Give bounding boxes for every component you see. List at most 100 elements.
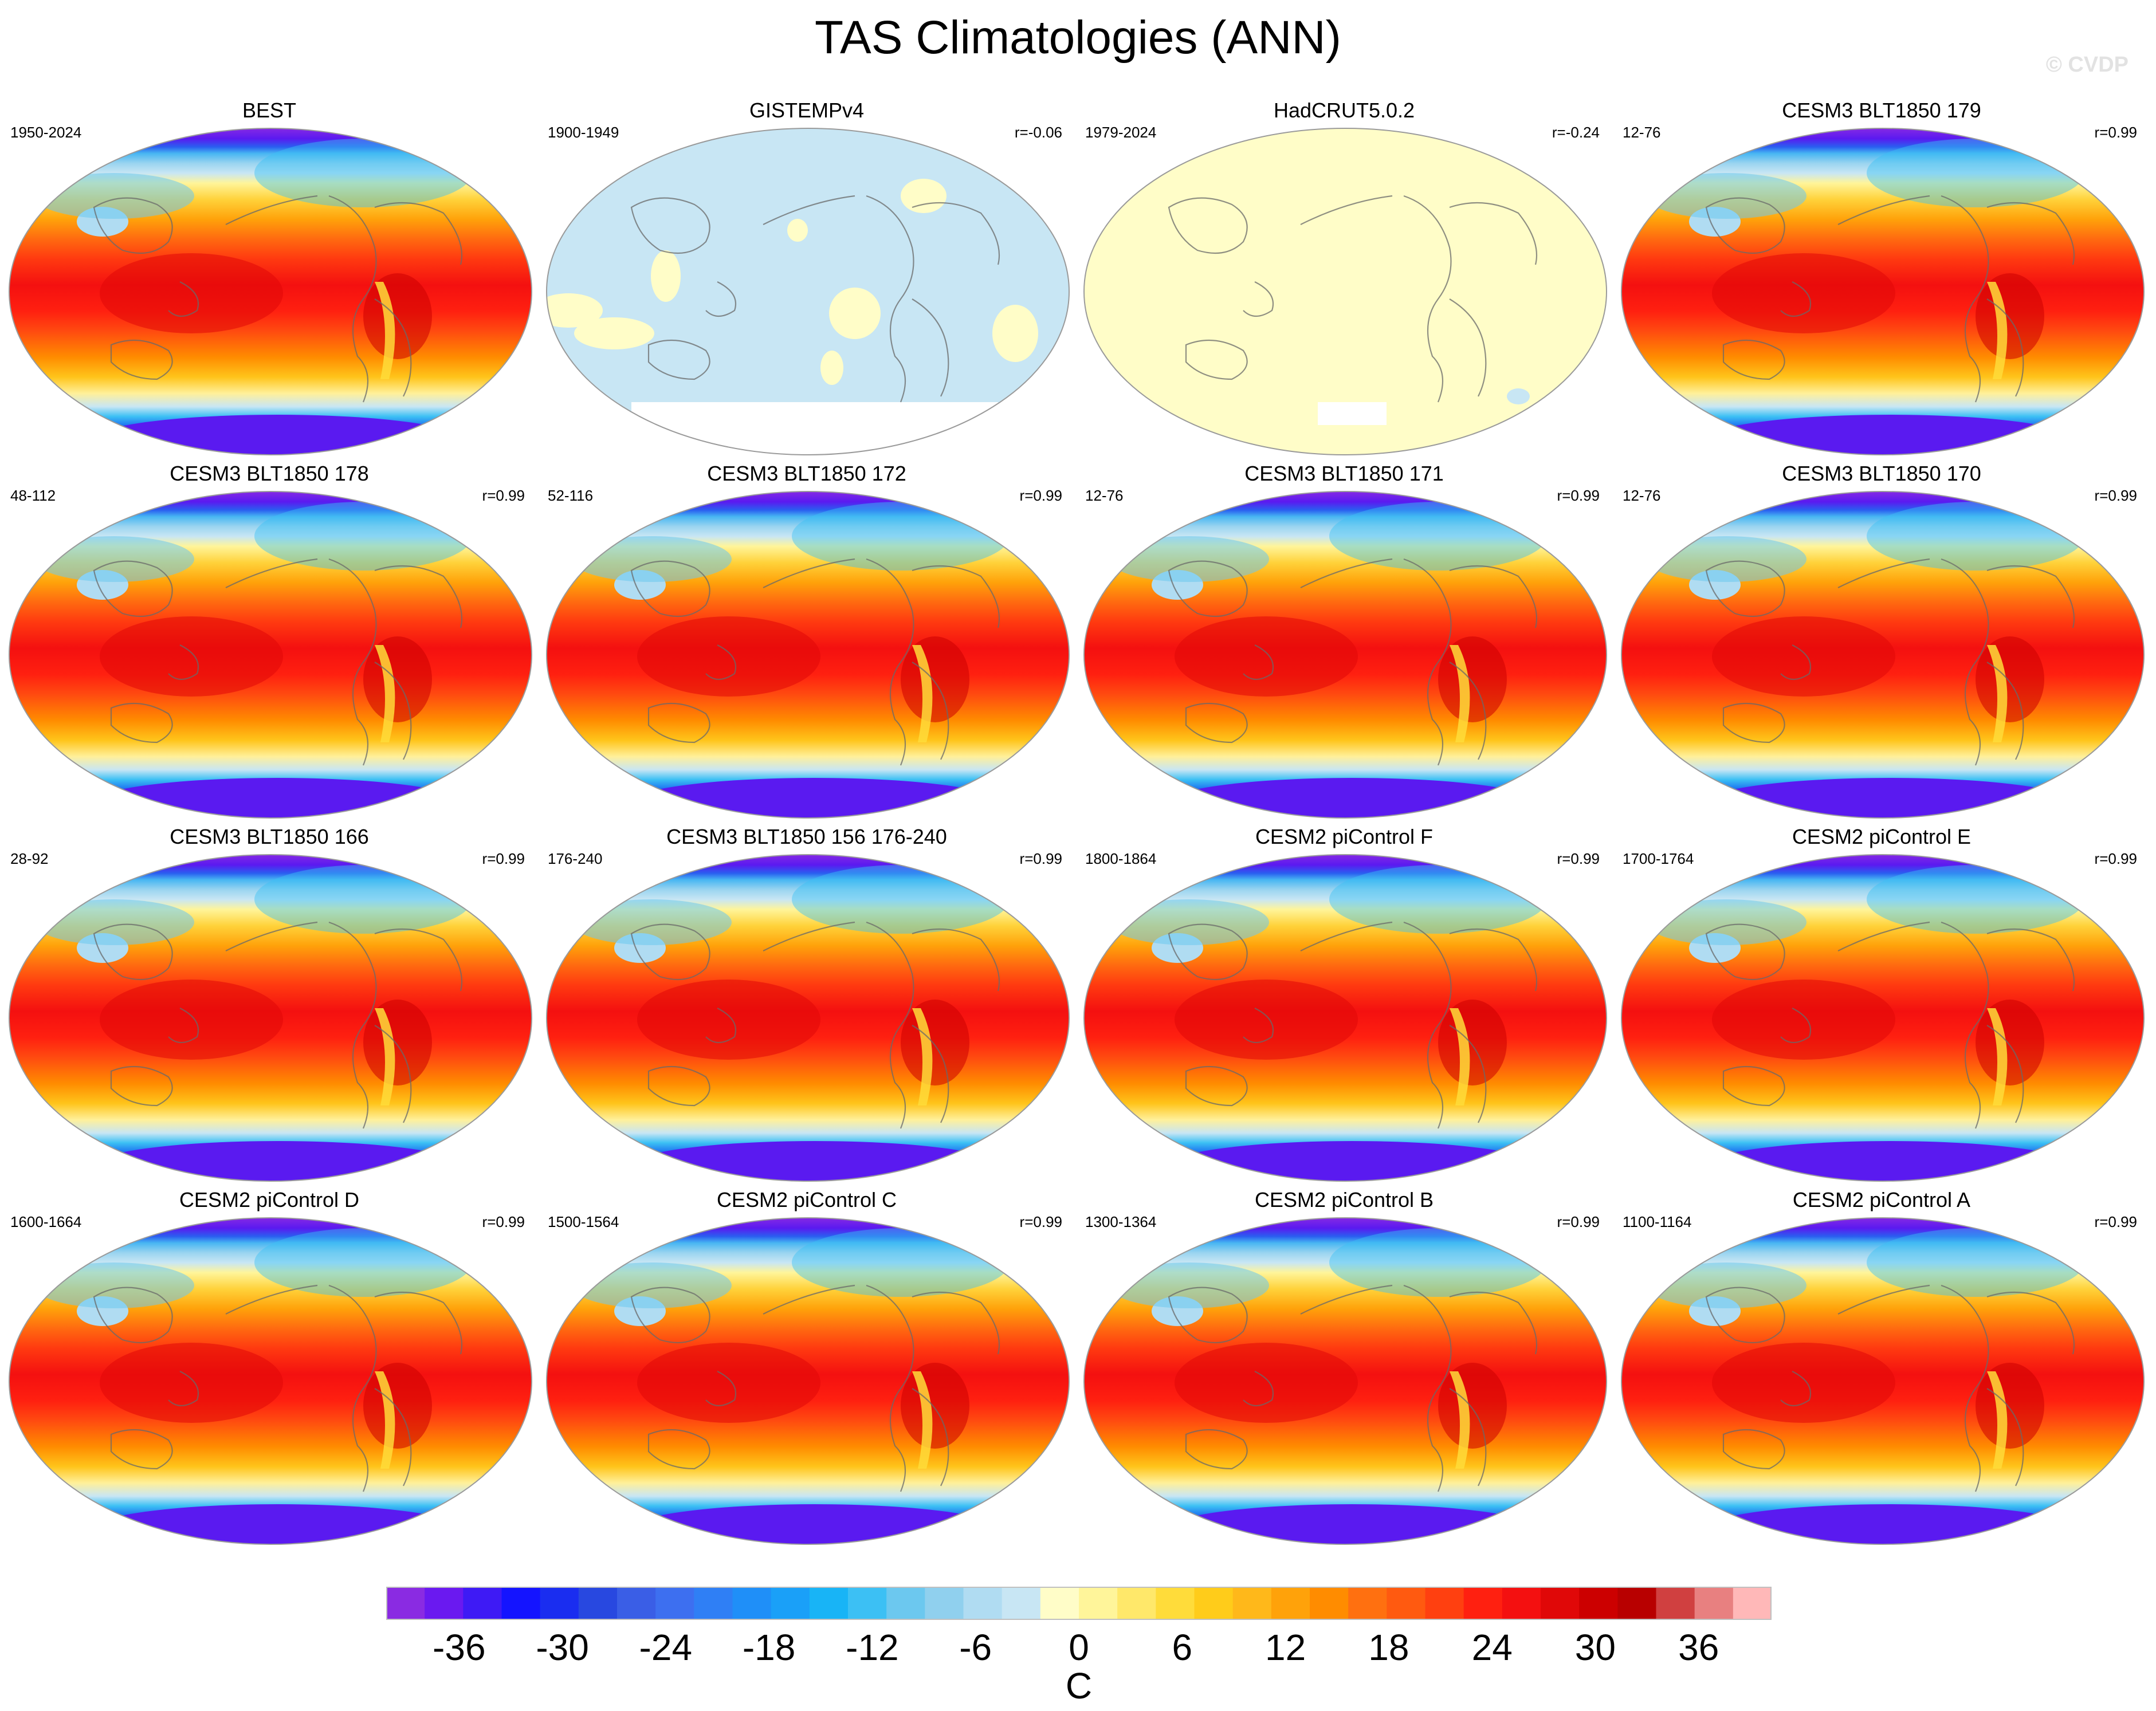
map-border xyxy=(546,1217,1070,1545)
panel-period: 28-92 xyxy=(10,850,49,867)
coastline-6 xyxy=(1449,298,1487,397)
panel-correlation: r=0.99 xyxy=(482,1213,525,1230)
panel-correlation: r=0.99 xyxy=(2094,850,2137,867)
coastline-1 xyxy=(1403,1284,1452,1492)
map-panel: CESM2 piControl C 1500-1564 r=0.99 xyxy=(537,1188,1076,1551)
colorbar-tick-label: -6 xyxy=(959,1627,992,1668)
colorbar-swatch xyxy=(1425,1587,1464,1620)
coastline-4 xyxy=(1185,1065,1248,1107)
coastline-5 xyxy=(1837,921,1930,951)
coastline-0 xyxy=(630,560,710,617)
warm-pool xyxy=(637,1343,820,1423)
siberia-cold-region xyxy=(254,865,472,934)
colorbar-outline xyxy=(386,1587,1772,1620)
coastline-4 xyxy=(110,1065,173,1107)
andes-cool-strip xyxy=(1987,1008,2008,1106)
panel-title: CESM2 piControl A xyxy=(1792,1188,1971,1212)
colorbar-swatch xyxy=(1040,1587,1079,1620)
map-border xyxy=(9,1217,532,1545)
coastline-6 xyxy=(374,1025,412,1123)
coastline-6 xyxy=(912,662,949,760)
colorbar-swatch xyxy=(386,1587,425,1620)
coastline-1 xyxy=(328,195,377,403)
panel-correlation: r=0.99 xyxy=(1019,1213,1062,1230)
map-border xyxy=(9,854,532,1182)
colorbar-swatch xyxy=(1079,1587,1118,1620)
colorbar-tick-label: 0 xyxy=(1069,1627,1089,1668)
map-panel: CESM3 BLT1850 172 52-116 r=0.99 xyxy=(537,462,1076,825)
colorbar-tick-label: 24 xyxy=(1471,1627,1513,1668)
coastline-3 xyxy=(705,644,737,681)
field-patch-2 xyxy=(651,250,681,302)
colorbar-tick-label: 18 xyxy=(1368,1627,1409,1668)
coastline-3 xyxy=(705,281,737,317)
colorbar-swatch xyxy=(1502,1587,1541,1620)
panel-period: 12-76 xyxy=(1085,487,1124,504)
warm-pool xyxy=(1712,1343,1895,1423)
coastline-4 xyxy=(110,339,173,380)
coastline-0 xyxy=(93,923,173,981)
coastline-0 xyxy=(1168,197,1248,254)
andes-cool-strip xyxy=(1450,645,1470,742)
coastline-6 xyxy=(912,1025,949,1123)
colorbar-swatch xyxy=(655,1587,694,1620)
colorbar-tick-label: 12 xyxy=(1265,1627,1306,1668)
coastline-4 xyxy=(1722,339,1785,380)
panel-correlation: r=0.99 xyxy=(482,850,525,867)
colorbar-swatch xyxy=(501,1587,541,1620)
coastline-5 xyxy=(763,921,855,951)
coastline-2 xyxy=(1449,928,1538,992)
warm-pool xyxy=(100,980,283,1060)
map-border xyxy=(1621,1217,2145,1545)
andes-cool-strip xyxy=(1987,1371,2008,1469)
coastline-2 xyxy=(374,565,463,628)
warm-pool xyxy=(1175,1343,1358,1423)
panel-correlation: r=-0.06 xyxy=(1014,124,1062,141)
coastline-5 xyxy=(1300,921,1393,951)
map-border xyxy=(1083,854,1607,1182)
coastline-1 xyxy=(328,1284,377,1492)
colorbar-swatch xyxy=(1387,1587,1426,1620)
colorbar-tick-label: -24 xyxy=(639,1627,693,1668)
tropical-land-warm xyxy=(1438,1000,1507,1085)
panel-period: 1500-1564 xyxy=(548,1213,619,1230)
panel-title: CESM2 piControl B xyxy=(1254,1188,1434,1212)
coastline-2 xyxy=(912,1291,1000,1355)
colorbar-swatch xyxy=(617,1587,656,1620)
coastline-0 xyxy=(1168,923,1248,981)
warm-pool xyxy=(1712,253,1895,333)
coastline-6 xyxy=(1449,1388,1487,1486)
coastline-4 xyxy=(647,1429,710,1470)
map-border xyxy=(546,128,1070,455)
map-panel: CESM2 piControl B 1300-1364 r=0.99 xyxy=(1075,1188,1613,1551)
coastline-6 xyxy=(1986,298,2024,397)
map-panel: GISTEMPv4 1900-1949 r=-0.06 xyxy=(537,99,1076,462)
field-patch-6 xyxy=(787,219,808,242)
panel-period: 1950-2024 xyxy=(10,124,82,141)
coastline-3 xyxy=(168,1371,199,1407)
map-border xyxy=(1083,1217,1607,1545)
map-panel: CESM2 piControl D 1600-1664 r=0.99 xyxy=(0,1188,539,1551)
coastline-1 xyxy=(866,558,914,766)
map-panel: CESM3 BLT1850 170 12-76 r=0.99 xyxy=(1612,462,2151,825)
coastline-6 xyxy=(374,298,412,397)
coastline-5 xyxy=(1837,1284,1930,1315)
map-plot xyxy=(546,1217,1070,1545)
andes-cool-strip xyxy=(912,1371,933,1469)
field-patch-10 xyxy=(631,402,998,455)
colorbar-swatch xyxy=(1656,1587,1695,1620)
coastline-1 xyxy=(1941,921,1989,1129)
coastline-0 xyxy=(93,560,173,617)
coastline-1 xyxy=(866,1284,914,1492)
colorbar-swatch xyxy=(1117,1587,1156,1620)
missing-data xyxy=(1318,402,1387,425)
map-panel: CESM3 BLT1850 179 12-76 r=0.99 xyxy=(1612,99,2151,462)
panel-title: CESM3 BLT1850 156 176-240 xyxy=(666,825,947,848)
coastline-2 xyxy=(374,928,463,992)
colorbar-swatch xyxy=(578,1587,618,1620)
tropical-land-warm xyxy=(901,1000,969,1085)
coastline-3 xyxy=(168,281,199,317)
coastline-5 xyxy=(225,1284,318,1315)
colorbar-swatches xyxy=(386,1587,1772,1620)
colorbar-tick-label: 36 xyxy=(1678,1627,1719,1668)
